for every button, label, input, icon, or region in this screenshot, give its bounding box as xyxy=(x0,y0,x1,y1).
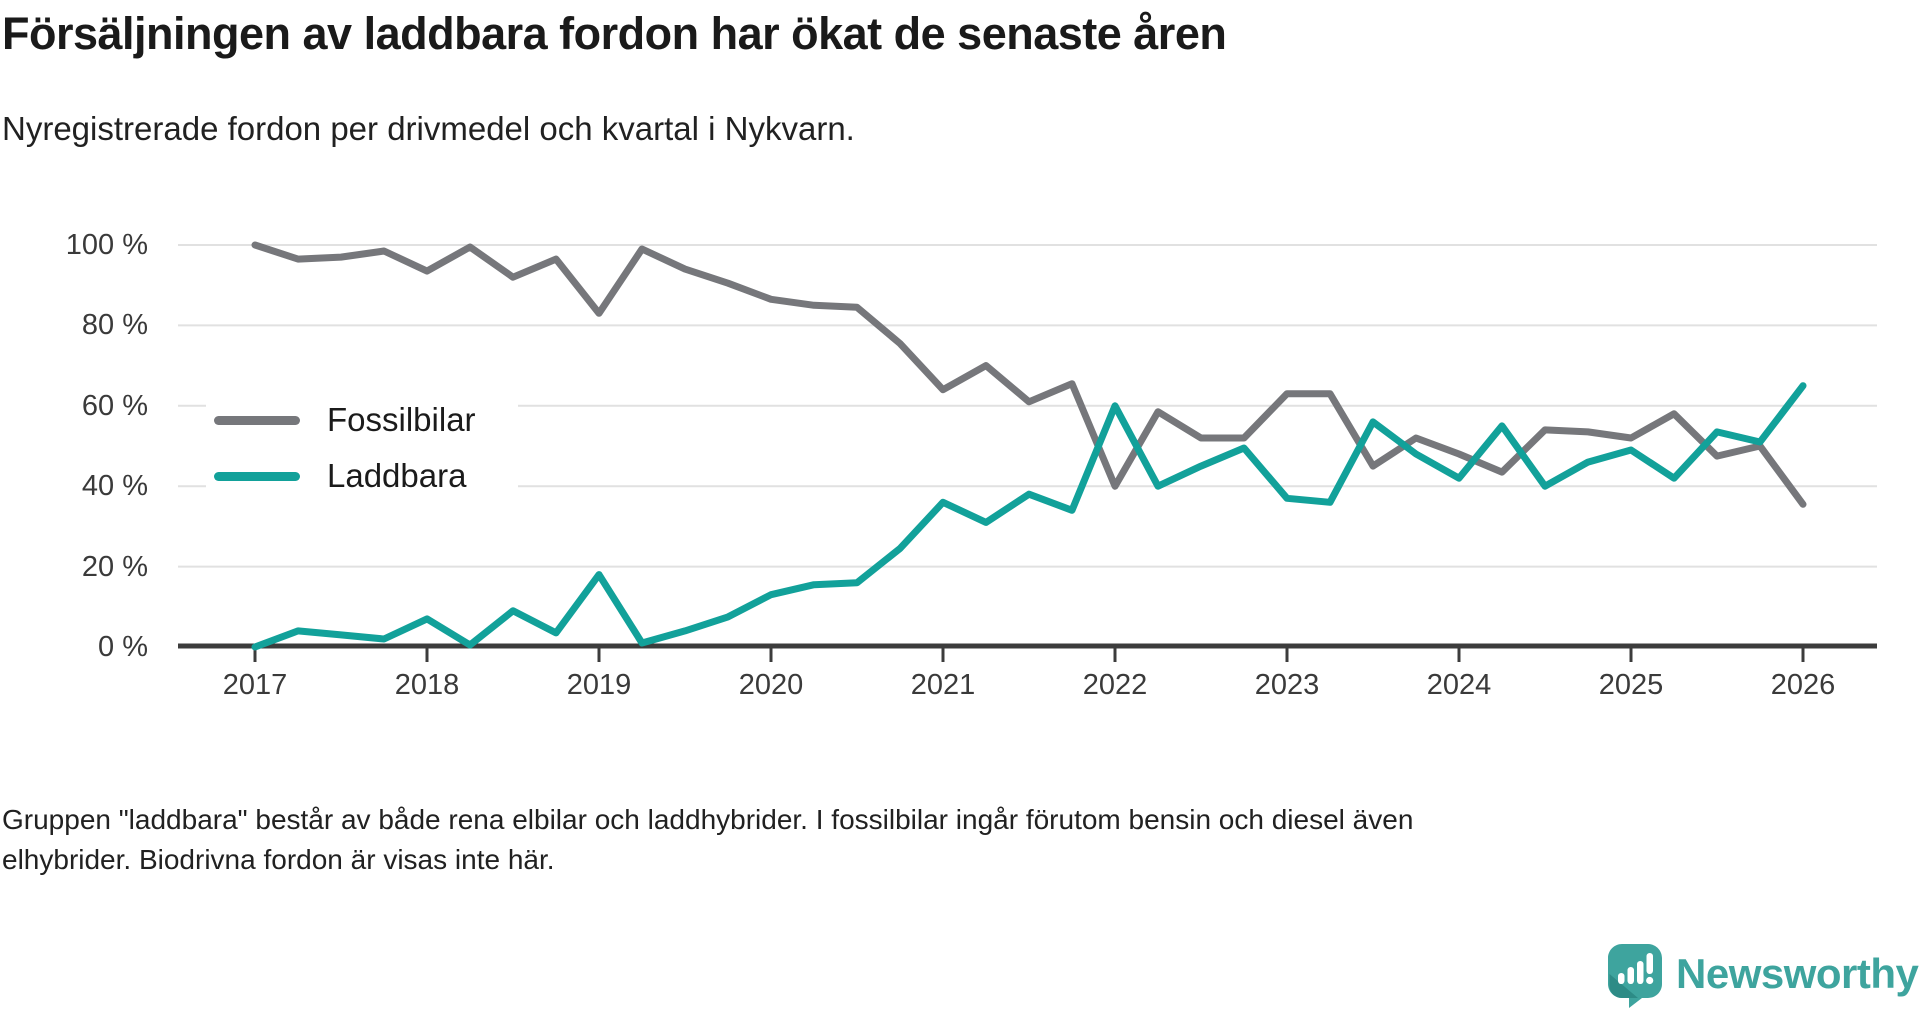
y-axis-label-60: 60 % xyxy=(81,390,148,422)
y-axis-label-0: 0 % xyxy=(98,631,148,663)
chart-subtitle: Nyregistrerade fordon per drivmedel och … xyxy=(2,110,855,147)
x-axis-label-2018: 2018 xyxy=(394,669,460,701)
legend-label-laddbara: Laddbara xyxy=(327,457,467,494)
x-axis-label-2023: 2023 xyxy=(1254,669,1320,701)
x-axis-label-2026: 2026 xyxy=(1770,669,1836,701)
y-axis-label-100: 100 % xyxy=(65,229,148,261)
legend-swatch-laddbara xyxy=(214,471,300,481)
x-axis-label-2020: 2020 xyxy=(738,669,804,701)
footnote: Gruppen "laddbara" består av både rena e… xyxy=(2,800,1702,880)
legend-label-fossilbilar: Fossilbilar xyxy=(327,401,476,438)
x-axis-label-2024: 2024 xyxy=(1426,669,1492,701)
footnote-line-1: Gruppen "laddbara" består av både rena e… xyxy=(2,804,1414,835)
branding: Newsworthy xyxy=(1608,944,1919,1013)
x-axis-label-2021: 2021 xyxy=(910,669,976,701)
legend-swatch-fossilbilar xyxy=(214,415,300,425)
x-axis-label-2017: 2017 xyxy=(222,669,288,701)
y-axis-label-40: 40 % xyxy=(81,470,148,502)
legend: Fossilbilar Laddbara xyxy=(206,389,518,509)
y-axis-label-20: 20 % xyxy=(81,551,148,583)
page-title: Försäljningen av laddbara fordon har öka… xyxy=(2,8,1227,59)
x-axis-label-2022: 2022 xyxy=(1082,669,1148,701)
y-axis-label-80: 80 % xyxy=(81,309,148,341)
legend-item-fossilbilar: Fossilbilar xyxy=(214,399,518,441)
footnote-line-2: elhybrider. Biodrivna fordon är visas in… xyxy=(2,844,555,875)
newsworthy-logo-icon xyxy=(1608,944,1662,1013)
branding-name: Newsworthy xyxy=(1676,950,1919,997)
x-axis-label-2019: 2019 xyxy=(566,669,632,701)
legend-item-laddbara: Laddbara xyxy=(214,455,518,497)
x-axis-label-2025: 2025 xyxy=(1598,669,1664,701)
